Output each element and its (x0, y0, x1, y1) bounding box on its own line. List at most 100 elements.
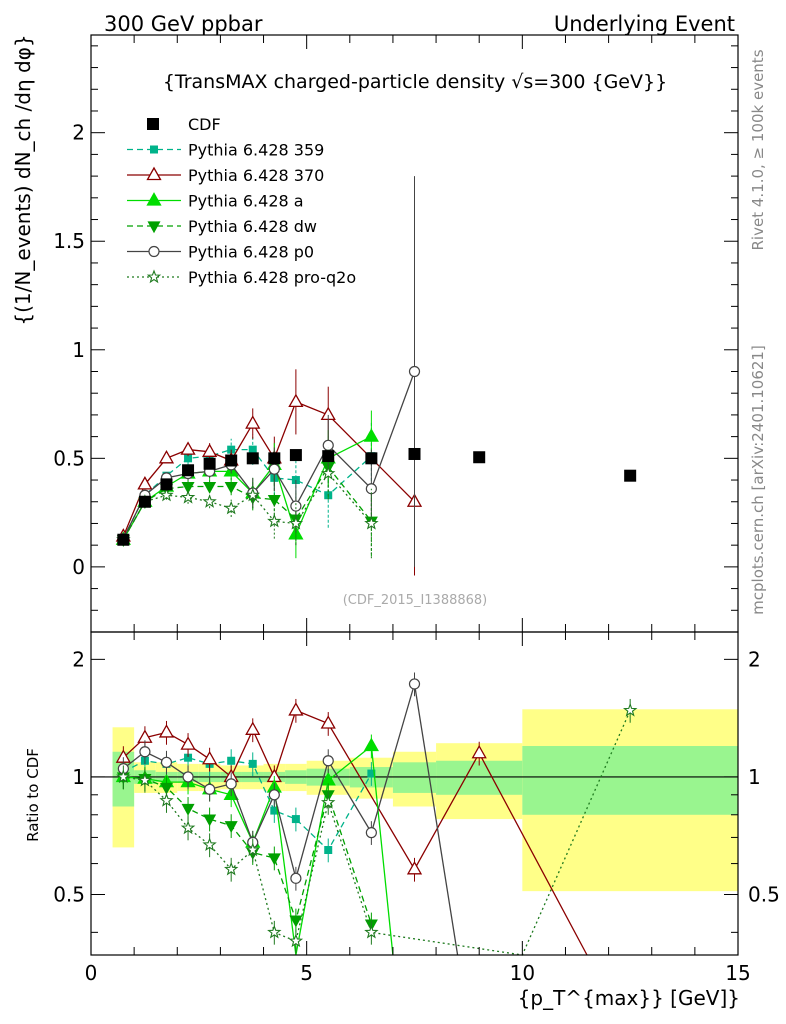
ratio-point (158, 724, 175, 738)
ratio-ylabel: Ratio to CDF (24, 748, 42, 842)
cdf-point (473, 451, 486, 464)
header-left-title: 300 GeV ppbar (104, 12, 263, 36)
legend-marker (148, 245, 160, 258)
y-tick-label: 1 (72, 338, 85, 362)
legend-marker (146, 192, 162, 206)
ratio-point (184, 753, 193, 762)
point (180, 441, 196, 455)
point (224, 481, 238, 494)
legend-marker (147, 221, 161, 234)
ratio-point (137, 772, 153, 787)
ratio-panel: 0 5 10 15 0.5 0.5 1 1 2 2 Ratio to CDF {p_T^{max}… (24, 631, 780, 1010)
ratio-point (268, 789, 280, 801)
ratio-point (320, 715, 336, 729)
cdf-point (138, 495, 151, 508)
ratio-y-tick-label: 0.5 (53, 883, 85, 907)
watermark: (CDF_2015_I1388868) (343, 593, 488, 608)
ratio-frame (90, 631, 739, 956)
ratio-point (267, 853, 281, 866)
x-tick-label: 15 (725, 961, 750, 985)
mcplots-label: mcplots.cern.ch [arXiv:2401.10621] (749, 345, 767, 615)
legend-label: CDF (188, 115, 221, 134)
ratio-y-tick-label: 1 (72, 765, 85, 789)
legend: CDF Pythia 6.428 359 Pythia 6.428 370 Pythi… (127, 115, 356, 287)
series-line (122, 465, 372, 541)
cdf-point (246, 452, 259, 465)
ratio-point (202, 837, 217, 851)
ratio-point (224, 861, 239, 876)
cdf-point (365, 452, 378, 465)
point (224, 500, 239, 515)
ratio-point (288, 933, 304, 948)
ratio-y-tick-label-right: 2 (748, 647, 761, 671)
point (245, 487, 261, 502)
series-pythia-6.428-pro-q2o (116, 447, 379, 559)
point (363, 428, 379, 442)
ratio-point (160, 756, 173, 768)
ratio-point (322, 755, 334, 767)
ratio-point (364, 924, 379, 939)
ratio-point (291, 815, 300, 824)
ratio-point (248, 759, 257, 768)
y-tick-label: 2 (72, 121, 85, 145)
ratio-point (204, 783, 216, 795)
x-tick-label: 10 (510, 961, 535, 985)
cdf-point (268, 452, 281, 465)
rivet-label: Rivet 4.1.0, ≥ 100k events (749, 49, 767, 250)
cdf-point (203, 457, 216, 470)
xlabel: {p_T^{max}} [GeV]} (518, 986, 740, 1010)
ratio-point (289, 915, 303, 928)
ratio-point (623, 702, 638, 717)
ratio-point (290, 872, 302, 884)
legend-marker (150, 145, 158, 154)
ratio-point (116, 769, 131, 784)
ratio-point (267, 924, 282, 939)
ratio-point (159, 792, 174, 807)
legend-entry: Pythia 6.428 p0 (127, 243, 314, 262)
ratio-marks (115, 672, 638, 956)
ratio-point (320, 794, 336, 809)
point (267, 513, 282, 528)
ratio-series-pythia-6.428-pro-q2o (116, 698, 638, 956)
point (137, 476, 153, 490)
point (288, 515, 304, 530)
ratio-point (288, 702, 304, 716)
point (408, 365, 421, 378)
legend-entry: Pythia 6.428 a (127, 192, 304, 211)
point (158, 450, 175, 464)
main-ticks: 0 0.5 1 1.5 2 (53, 35, 739, 633)
ratio-point (324, 845, 333, 854)
cdf-point (289, 449, 302, 462)
legend-label: Pythia 6.428 a (188, 192, 304, 211)
legend-label: Pythia 6.428 dw (188, 217, 317, 236)
ratio-point (365, 827, 377, 839)
ratio-point (182, 771, 194, 783)
cdf-point (117, 533, 130, 546)
point (180, 489, 196, 504)
ratio-point (139, 746, 151, 758)
point (202, 443, 218, 457)
cdf-point (624, 469, 637, 482)
cdf-point (408, 447, 421, 460)
ratio-point (225, 778, 237, 790)
main-ylabel: {(1/N_events) dN_ch /dη dφ} (11, 34, 35, 325)
legend-marker (146, 166, 162, 181)
point (202, 494, 217, 508)
point (322, 439, 334, 451)
ratio-point (270, 806, 279, 815)
ratio-ticks: 0 5 10 15 0.5 0.5 1 1 2 2 (53, 632, 780, 985)
ratio-y-tick-label-right: 1 (748, 765, 761, 789)
ratio-y-tick-label: 2 (72, 647, 85, 671)
ratio-series-pythia-6.428-p0 (117, 672, 459, 956)
x-tick-label: 5 (300, 961, 313, 985)
ratio-point (181, 803, 195, 816)
ratio-point (363, 737, 379, 752)
ratio-point (224, 821, 238, 833)
legend-label: Pythia 6.428 pro-q2o (188, 268, 356, 287)
main-title: {TransMAX charged-particle density √s=30… (163, 71, 667, 93)
point (320, 465, 336, 480)
cdf-point (225, 454, 238, 467)
legend-label: Pythia 6.428 p0 (188, 243, 314, 262)
header-right-title: Underlying Event (554, 12, 735, 36)
ratio-point (180, 820, 196, 835)
